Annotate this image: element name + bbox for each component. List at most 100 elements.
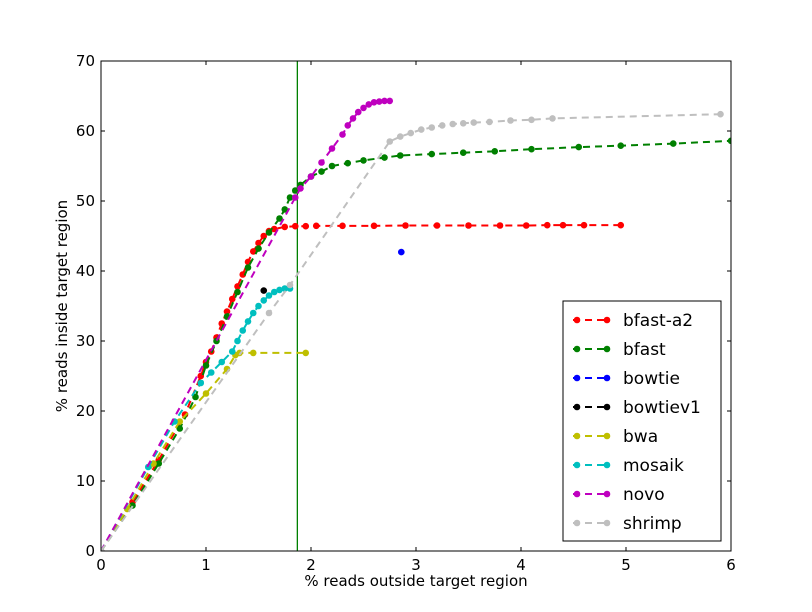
y-tick-label: 40 <box>76 262 95 280</box>
data-point-bfast <box>396 152 404 159</box>
legend-marker <box>603 519 611 527</box>
data-point-novo <box>381 97 388 105</box>
legend-marker <box>603 461 611 469</box>
data-point-shrimp <box>507 117 514 124</box>
data-point-bfast-a2 <box>370 222 378 230</box>
data-point-bfast-a2 <box>281 223 289 231</box>
data-point-bfast-a2 <box>255 239 262 247</box>
data-point-mosaik <box>234 337 241 345</box>
data-point-shrimp <box>717 110 724 118</box>
data-point-novo <box>318 159 325 166</box>
legend-label: shrimp <box>623 514 682 534</box>
series-bowtiev1 <box>260 287 268 294</box>
data-point-bfast <box>328 162 336 170</box>
legend-marker <box>603 432 611 440</box>
data-point-shrimp <box>265 309 273 317</box>
legend-item-bfast-a2: bfast-a2 <box>573 311 693 331</box>
legend-label: novo <box>623 485 665 505</box>
legend-marker <box>603 316 611 324</box>
data-point-bfast-a2 <box>496 222 504 229</box>
data-point-bfast-a2 <box>617 221 625 229</box>
data-point-novo <box>344 122 352 129</box>
data-point-novo <box>360 104 367 112</box>
data-point-bfast-a2 <box>260 232 268 240</box>
legend-marker <box>573 374 581 382</box>
legend-item-bwa: bwa <box>573 427 658 447</box>
data-point-bfast <box>286 194 294 201</box>
y-axis-label: % reads inside target region <box>53 200 71 412</box>
data-point-mosaik <box>207 369 215 376</box>
data-point-novo <box>386 97 394 105</box>
data-point-bfast <box>344 159 352 167</box>
data-point-shrimp <box>386 138 394 145</box>
data-point-bfast-a2 <box>402 222 409 229</box>
data-point-mosaik <box>239 327 247 334</box>
data-point-bfast-a2 <box>302 222 310 230</box>
data-point-shrimp <box>428 124 436 131</box>
legend-marker <box>573 519 581 527</box>
data-point-shrimp <box>459 120 467 127</box>
data-point-bfast <box>291 187 299 194</box>
legend-marker <box>573 432 581 440</box>
data-point-bfast <box>318 168 325 175</box>
legend-marker <box>573 316 581 324</box>
data-point-bfast-a2 <box>291 222 299 230</box>
legend-marker <box>603 403 611 411</box>
data-point-bfast <box>727 137 731 145</box>
data-point-shrimp <box>396 133 404 140</box>
series-mosaik <box>101 285 294 551</box>
data-point-bfast-a2 <box>522 222 530 229</box>
series-line-bwa <box>101 351 306 551</box>
data-point-novo <box>349 115 357 122</box>
data-point-bfast-a2 <box>433 222 441 229</box>
series-bowtie <box>398 248 405 256</box>
series-novo <box>101 97 394 551</box>
data-point-novo <box>297 185 304 192</box>
data-point-novo <box>339 131 346 138</box>
data-point-mosaik <box>255 302 262 310</box>
x-tick-label: 4 <box>516 556 526 574</box>
data-point-novo <box>307 173 315 180</box>
data-point-shrimp <box>486 118 493 126</box>
data-point-bfast <box>244 264 252 271</box>
data-point-bfast-a2 <box>234 283 241 290</box>
plot-area <box>101 61 731 551</box>
data-point-shrimp <box>286 281 294 289</box>
data-point-shrimp <box>417 126 425 133</box>
data-point-bfast <box>381 154 388 161</box>
data-point-bfast <box>213 337 220 345</box>
data-point-bfast-a2 <box>559 221 567 229</box>
legend-item-novo: novo <box>573 485 665 505</box>
data-point-bfast <box>176 425 184 432</box>
data-point-bowtie <box>398 248 405 256</box>
legend-box <box>562 300 722 542</box>
data-point-bfast <box>491 148 499 155</box>
y-tick-label: 10 <box>76 472 95 490</box>
data-point-bfast-a2 <box>239 271 247 278</box>
data-point-bfast <box>528 145 535 153</box>
data-point-bfast <box>255 245 262 252</box>
data-point-bfast <box>192 393 199 401</box>
data-point-bfast <box>669 140 677 147</box>
data-point-mosaik <box>265 292 273 299</box>
data-point-bfast <box>281 206 289 213</box>
data-point-shrimp <box>549 115 556 122</box>
data-point-bfast-a2 <box>312 222 320 230</box>
x-tick-label: 6 <box>726 556 736 574</box>
legend-label: bwa <box>623 427 658 447</box>
data-point-bfast-a2 <box>339 222 346 230</box>
data-point-mosaik <box>228 348 236 355</box>
legend-label: bowtiev1 <box>623 398 701 418</box>
legend-item-mosaik: mosaik <box>573 456 684 476</box>
data-point-bfast-a2 <box>465 222 472 229</box>
y-tick-label: 70 <box>76 52 95 70</box>
data-point-mosaik <box>270 288 278 296</box>
data-point-bfast <box>459 149 467 156</box>
legend-item-bowtiev1: bowtiev1 <box>573 398 701 418</box>
legend-marker <box>573 403 581 411</box>
legend-item-bowtie: bowtie <box>573 369 680 389</box>
legend-label: bfast-a2 <box>623 311 693 331</box>
data-point-novo <box>365 101 373 108</box>
